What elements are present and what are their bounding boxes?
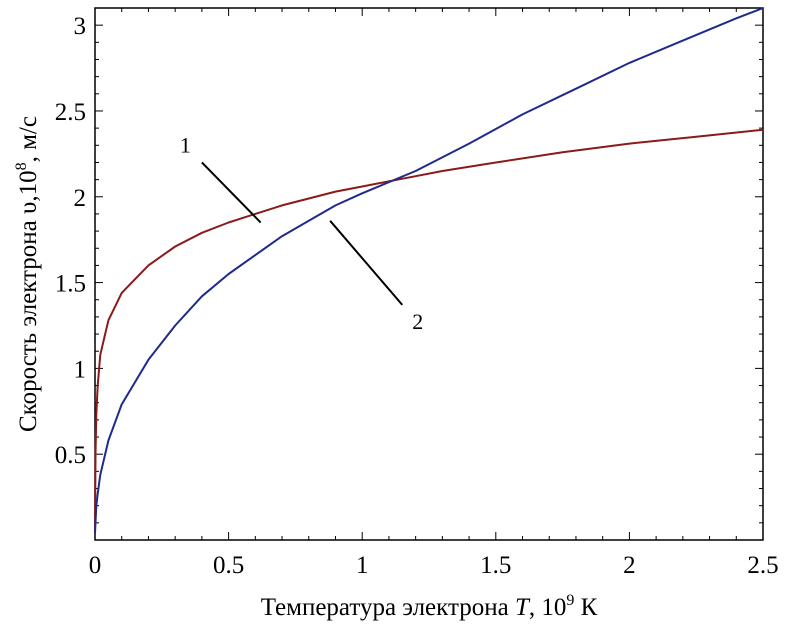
x-title-middle: , 10 — [529, 594, 567, 621]
y-tick-label: 1 — [74, 356, 87, 383]
y-tick-label: 1.5 — [55, 271, 86, 298]
ticks — [94, 8, 764, 540]
plot-frame — [94, 7, 764, 541]
y-title-prefix: Скорость электрона υ,10 — [15, 170, 42, 432]
y-title-exponent: 8 — [13, 162, 30, 170]
x-tick-label: 1 — [356, 552, 369, 579]
x-title-variable: T — [515, 594, 531, 621]
x-tick-label: 2 — [623, 552, 636, 579]
curve-2-label: 2 — [412, 309, 423, 334]
curve-2-leader-line — [329, 220, 404, 306]
series-lines — [94, 7, 764, 534]
x-tick-label: 1.5 — [480, 552, 511, 579]
series-2-line — [94, 7, 764, 534]
y-title-suffix: , м/с — [15, 116, 42, 162]
series-1-line — [94, 128, 764, 532]
x-title-suffix: К — [574, 594, 597, 621]
x-title-prefix: Температура электрона — [261, 594, 515, 621]
x-tick-label: 0 — [89, 552, 102, 579]
annotations: 12 — [180, 132, 423, 333]
y-tick-label: 0.5 — [55, 442, 86, 469]
x-axis-title: Температура электрона T, 109 К — [261, 592, 598, 621]
curve-1-leader-line — [201, 161, 262, 224]
y-axis-title: Скорость электрона υ,108, м/с — [13, 116, 42, 432]
tick-labels: 0 0.5 1 1.5 2 2.5 0.5 1 1.5 2 2.5 3 — [55, 13, 779, 579]
x-tick-label: 0.5 — [213, 552, 244, 579]
x-title-exponent: 9 — [566, 592, 574, 609]
y-tick-label: 2.5 — [55, 99, 86, 126]
curve-1-label: 1 — [180, 132, 191, 157]
x-tick-label: 2.5 — [747, 552, 778, 579]
y-tick-label: 2 — [74, 185, 87, 212]
y-tick-label: 3 — [74, 13, 87, 40]
